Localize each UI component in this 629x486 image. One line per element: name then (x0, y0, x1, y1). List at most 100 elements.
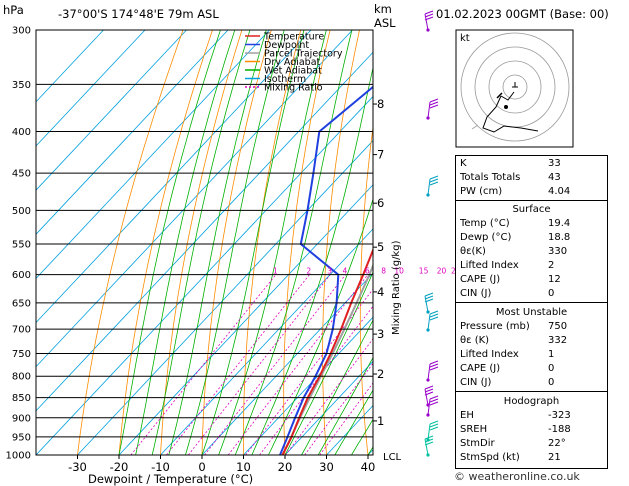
asl-label: ASL (374, 16, 396, 30)
isotherm-line (36, 30, 146, 147)
wind-barb-flag (429, 101, 439, 106)
pressure-tick-label: 350 (12, 80, 31, 91)
wet-adiabat-line (218, 30, 327, 455)
km-tick-label: 8 (377, 97, 384, 111)
legend-entry: Mixing Ratio (264, 83, 323, 94)
wind-barb-flag (429, 178, 439, 183)
wind-barb-flag (429, 181, 439, 186)
wind-barb-staff (427, 398, 431, 416)
dry-adiabat-line (624, 30, 629, 455)
temperature-tick-label: 40 (361, 460, 376, 474)
index-row-pw: PW (cm) 4.04 (460, 186, 571, 197)
hpa-label: hPa (3, 3, 24, 17)
pressure-tick-label: 950 (12, 432, 31, 443)
wind-barb-flag (424, 438, 434, 443)
temperature-tick-label: 20 (278, 460, 293, 474)
isotherm-line (36, 30, 229, 235)
dewpoint-line (279, 85, 373, 455)
mixing-ratio-line (319, 382, 373, 455)
temperature-tick-label: 10 (236, 460, 251, 474)
surface-row-cin: CIN (J) 0 (460, 288, 555, 299)
hodo-row-stmspd: StmSpd (kt) 21 (460, 452, 561, 463)
mixing-ratio-line (245, 288, 373, 455)
x-axis-label: Dewpoint / Temperature (°C) (88, 472, 253, 486)
wind-barb-staff (427, 101, 431, 119)
km-tick-label: 3 (377, 327, 384, 341)
y-axis-right-label: Mixing Ratio (g/kg) (391, 240, 402, 335)
index-row-tt: Totals Totals 43 (460, 172, 561, 183)
surface-row-cape: CAPE (J) 12 (460, 274, 561, 285)
most-unstable-title: Most Unstable (495, 307, 568, 318)
pressure-tick-label: 500 (12, 206, 31, 217)
wind-barb-flag (429, 310, 439, 315)
mixing-ratio-tick-label: 3 (327, 267, 332, 276)
km-tick-label: 2 (377, 367, 384, 381)
wind-barb-flag (424, 16, 434, 21)
datetime-title: 01.02.2023 00GMT (Base: 00) (436, 7, 609, 21)
pressure-tick-label: 300 (12, 26, 31, 37)
wet-adiabat-line (118, 30, 221, 455)
wind-barb-flag (429, 104, 439, 109)
mu-row-cin: CIN (J) 0 (460, 377, 555, 388)
pressure-tick-label: 800 (12, 372, 31, 383)
pressure-tick-label: 400 (12, 127, 31, 138)
wind-barb-flag (429, 360, 439, 365)
mixing-ratio-tick-label: 1 (273, 267, 278, 276)
km-axis: 1 2 3 4 5 6 7 8 (373, 97, 384, 428)
wind-barb-flag (424, 13, 434, 18)
legend-entry: Dry Adiabat (264, 57, 321, 68)
legend-entry: Temperature (263, 32, 324, 43)
wind-barb-flag (429, 398, 439, 403)
wind-barb-flag (429, 175, 439, 180)
wind-barb-flag (429, 423, 439, 428)
surface-row-temp: Temp (°C) 19.4 (460, 218, 571, 229)
km-tick-label: 5 (377, 240, 384, 254)
mixing-ratio-tick-label: 8 (381, 267, 386, 276)
copyright-footer: © weatheronline.co.uk (454, 470, 580, 483)
mixing-ratio-tick-label: 4 (343, 267, 348, 276)
surface-row-li: Lifted Index 2 (460, 260, 555, 271)
isotherm-line (36, 30, 104, 103)
km-tick-label: 7 (377, 148, 384, 162)
dry-adiabat-line (201, 30, 272, 455)
wind-barb-flag (424, 391, 434, 396)
mixing-ratio-tick-label: 20 (437, 267, 447, 276)
legend-entry: Wet Adiabat (264, 66, 322, 77)
isotherm-line (160, 228, 373, 455)
temperature-tick-label: 0 (198, 460, 205, 474)
hodo-row-eh: EH -323 (460, 410, 571, 421)
isotherm-line (36, 30, 187, 191)
wet-adiabat-line (334, 389, 373, 455)
pressure-tick-label: 550 (12, 239, 31, 250)
mixing-ratio-line (188, 274, 331, 455)
km-tick-label: 1 (377, 414, 384, 428)
wind-barb-flag (424, 292, 434, 297)
legend-entry: Parcel Trajectory (264, 49, 343, 60)
mu-row-pressure: Pressure (mb) 750 (460, 321, 568, 332)
mixing-ratio-tick-label: 2 (306, 267, 311, 276)
wind-barb-flag (424, 10, 434, 15)
temperature-tick-label: -20 (110, 460, 129, 474)
mu-row-li: Lifted Index 1 (460, 349, 555, 360)
hodograph-storm-marker (504, 105, 508, 109)
legend-entry: Isotherm (264, 74, 306, 85)
wind-barb-flag (429, 426, 439, 431)
wind-barb-flag (424, 435, 434, 440)
isotherm-line (36, 51, 373, 412)
wind-barb-flag (424, 385, 434, 390)
wind-barb-flag (424, 441, 434, 446)
hodo-row-stmdir: StmDir 22° (460, 438, 566, 449)
pressure-tick-label: 650 (12, 298, 31, 309)
temperature-axis: -30 -20 -10 0 10 20 30 40 (68, 455, 375, 474)
wind-barbs (424, 10, 439, 457)
mu-row-cape: CAPE (J) 0 (460, 363, 555, 374)
mu-row-theta: θε (K) 332 (460, 335, 568, 346)
legend-entry: Dewpoint (264, 40, 309, 51)
dry-adiabat-line (77, 30, 184, 455)
hodograph-trace-upper (500, 91, 515, 101)
isotherm-line (284, 360, 373, 455)
wind-barb-flag (429, 420, 439, 425)
temperature-tick-label: -30 (68, 460, 87, 474)
wind-barb-staff (427, 313, 431, 331)
isotherm-line (36, 30, 312, 324)
